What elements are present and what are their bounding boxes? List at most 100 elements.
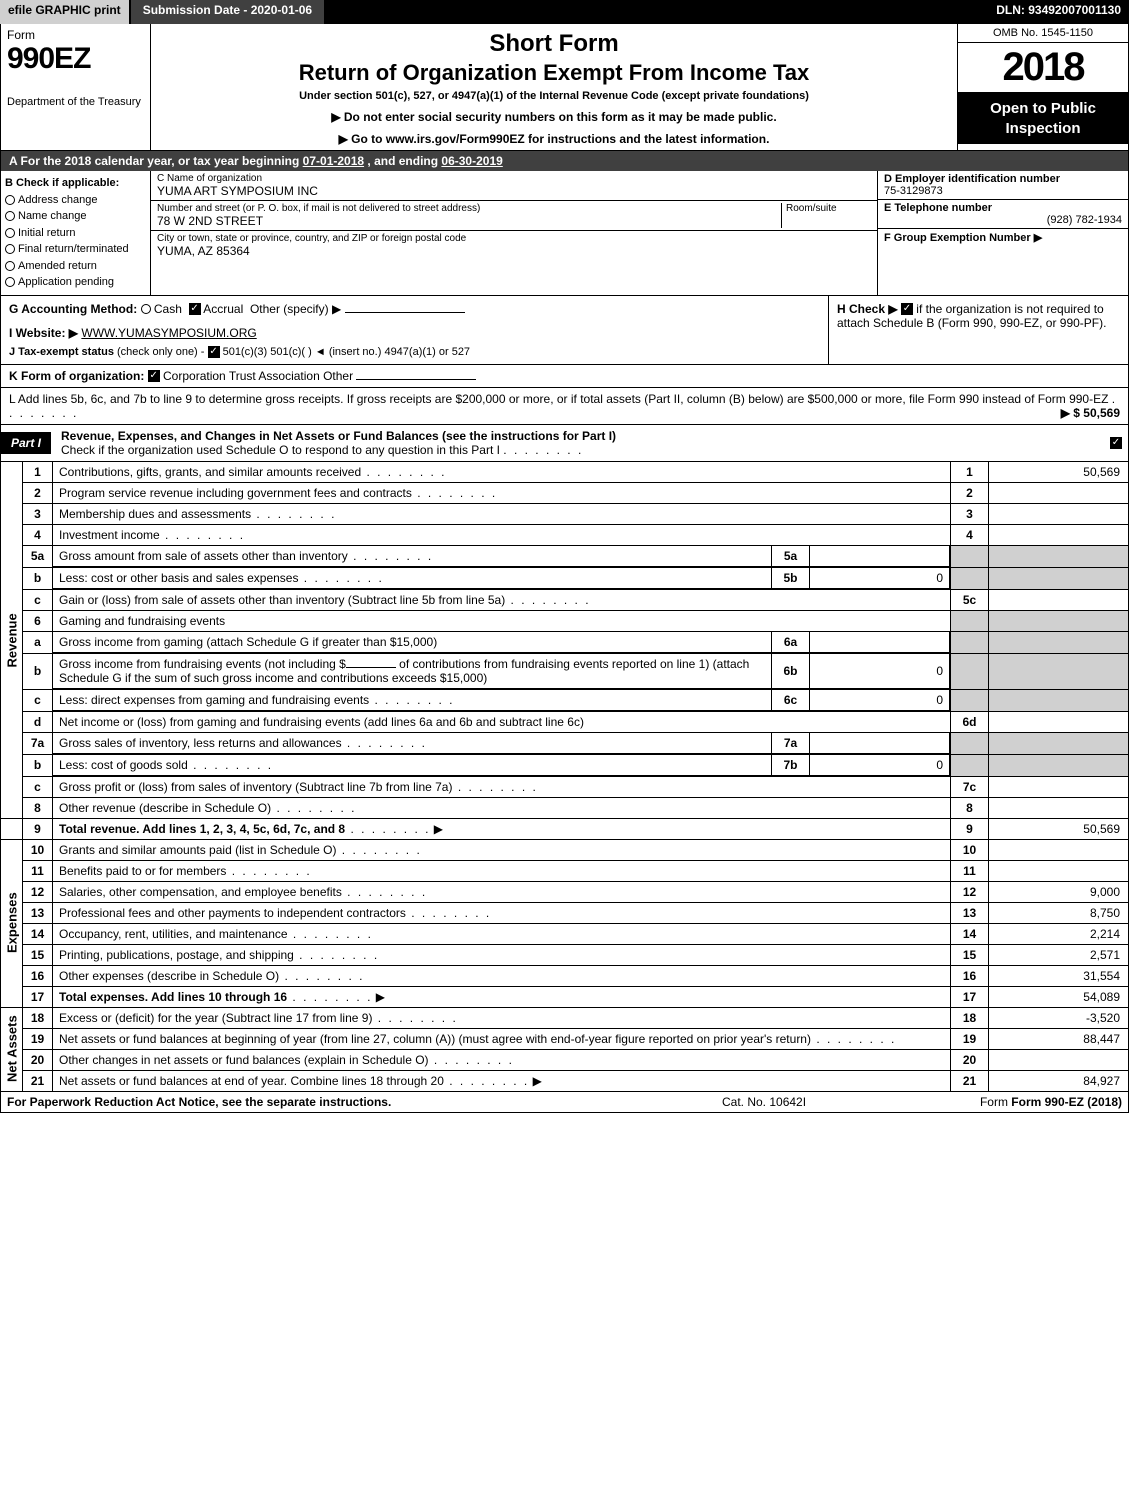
ssn-warning: ▶ Do not enter social security numbers o… bbox=[159, 110, 949, 124]
tel-value: (928) 782-1934 bbox=[884, 214, 1122, 226]
row-l: L Add lines 5b, 6c, and 7b to line 9 to … bbox=[0, 388, 1129, 425]
addr-value: 78 W 2ND STREET bbox=[157, 214, 781, 228]
part-i-checkbox[interactable]: ✓ bbox=[1110, 437, 1122, 449]
line-1-val: 50,569 bbox=[989, 462, 1129, 483]
tel-label: E Telephone number bbox=[884, 202, 1122, 214]
footer-right: Form Form 990-EZ (2018) bbox=[942, 1095, 1122, 1109]
line-6-desc: Gaming and fundraising events bbox=[53, 610, 951, 631]
line-16-desc: Other expenses (describe in Schedule O) bbox=[59, 969, 279, 983]
line-21-val: 84,927 bbox=[989, 1070, 1129, 1091]
period-row: A For the 2018 calendar year, or tax yea… bbox=[0, 151, 1129, 171]
footer-mid: Cat. No. 10642I bbox=[722, 1095, 942, 1109]
line-9-val: 50,569 bbox=[989, 818, 1129, 839]
row-l-text: L Add lines 5b, 6c, and 7b to line 9 to … bbox=[9, 392, 1108, 406]
line-12-desc: Salaries, other compensation, and employ… bbox=[59, 885, 342, 899]
line-7a-desc: Gross sales of inventory, less returns a… bbox=[59, 736, 342, 750]
chk-amended-return[interactable]: Amended return bbox=[18, 260, 97, 272]
line-1-num: 1 bbox=[23, 462, 53, 483]
goto-link[interactable]: ▶ Go to www.irs.gov/Form990EZ for instru… bbox=[159, 132, 949, 146]
addr-label: Number and street (or P. O. box, if mail… bbox=[157, 203, 781, 214]
under-section: Under section 501(c), 527, or 4947(a)(1)… bbox=[159, 90, 949, 102]
submission-date: Submission Date - 2020-01-06 bbox=[131, 0, 326, 24]
org-form-label: K Form of organization: bbox=[9, 369, 144, 383]
corp-checkbox[interactable]: ✓ bbox=[148, 370, 160, 382]
line-19-val: 88,447 bbox=[989, 1028, 1129, 1049]
open-public: Open to Public Inspection bbox=[958, 93, 1128, 144]
line-20-desc: Other changes in net assets or fund bala… bbox=[59, 1053, 429, 1067]
line-10-desc: Grants and similar amounts paid (list in… bbox=[59, 843, 336, 857]
line-7c-desc: Gross profit or (loss) from sales of inv… bbox=[59, 780, 452, 794]
line-14-val: 2,214 bbox=[989, 923, 1129, 944]
form-title: Short Form bbox=[159, 30, 949, 58]
line-7b-val: 0 bbox=[810, 755, 950, 776]
part-i-title: Revenue, Expenses, and Changes in Net As… bbox=[61, 429, 1100, 443]
box-def: D Employer identification number 75-3129… bbox=[878, 171, 1128, 295]
omb-number: OMB No. 1545-1150 bbox=[958, 24, 1128, 43]
line-13-val: 8,750 bbox=[989, 902, 1129, 923]
line-8-desc: Other revenue (describe in Schedule O) bbox=[59, 801, 271, 815]
form-header: Form 990EZ Department of the Treasury Sh… bbox=[0, 24, 1129, 151]
line-15-desc: Printing, publications, postage, and shi… bbox=[59, 948, 294, 962]
website-value[interactable]: WWW.YUMASYMPOSIUM.ORG bbox=[81, 326, 256, 340]
part-i-table: Revenue 1 Contributions, gifts, grants, … bbox=[0, 462, 1129, 1092]
chk-app-pending[interactable]: Application pending bbox=[18, 276, 114, 288]
chk-final-return[interactable]: Final return/terminated bbox=[18, 243, 129, 255]
chk-initial-return[interactable]: Initial return bbox=[18, 227, 75, 239]
line-5b-val: 0 bbox=[810, 568, 950, 589]
city-label: City or town, state or province, country… bbox=[157, 233, 871, 244]
line-17-desc: Total expenses. Add lines 10 through 16 bbox=[59, 990, 287, 1004]
row-k: K Form of organization: ✓ Corporation Tr… bbox=[0, 365, 1129, 388]
org-name: YUMA ART SYMPOSIUM INC bbox=[157, 184, 871, 198]
line-5a-val bbox=[810, 546, 950, 567]
top-bar: efile GRAPHIC print Submission Date - 20… bbox=[0, 0, 1129, 24]
accounting-label: G Accounting Method: bbox=[9, 302, 137, 316]
tax-year: 2018 bbox=[958, 43, 1128, 93]
form-subtitle: Return of Organization Exempt From Incom… bbox=[159, 60, 949, 86]
form-label: Form bbox=[7, 28, 144, 42]
box-b: B Check if applicable: Address change Na… bbox=[1, 171, 151, 295]
line-5c-desc: Gain or (loss) from sale of assets other… bbox=[59, 593, 505, 607]
line-15-val: 2,571 bbox=[989, 944, 1129, 965]
h-label: H Check ▶ bbox=[837, 302, 898, 316]
website-label: I Website: ▶ bbox=[9, 326, 78, 340]
part-i-checkline: Check if the organization used Schedule … bbox=[61, 443, 500, 457]
expenses-side-label: Expenses bbox=[1, 839, 23, 1007]
line-5b-desc: Less: cost or other basis and sales expe… bbox=[59, 571, 298, 585]
line-13-desc: Professional fees and other payments to … bbox=[59, 906, 406, 920]
box-b-label: B Check if applicable: bbox=[5, 175, 146, 192]
efile-label: efile GRAPHIC print bbox=[0, 0, 131, 24]
ein-label: D Employer identification number bbox=[884, 173, 1122, 185]
period-prefix: A For the 2018 calendar year, or tax yea… bbox=[9, 154, 303, 168]
footer-left: For Paperwork Reduction Act Notice, see … bbox=[7, 1095, 722, 1109]
line-3-desc: Membership dues and assessments bbox=[59, 507, 251, 521]
line-21-desc: Net assets or fund balances at end of ye… bbox=[59, 1074, 444, 1088]
part-i-header: Part I Revenue, Expenses, and Changes in… bbox=[0, 425, 1129, 462]
line-6a-desc: Gross income from gaming (attach Schedul… bbox=[59, 635, 437, 649]
line-6d-desc: Net income or (loss) from gaming and fun… bbox=[59, 715, 584, 729]
line-17-val: 54,089 bbox=[989, 986, 1129, 1007]
line-9-desc: Total revenue. Add lines 1, 2, 3, 4, 5c,… bbox=[59, 822, 345, 836]
501c3-checkbox[interactable]: ✓ bbox=[208, 346, 220, 358]
line-4-desc: Investment income bbox=[59, 528, 160, 542]
dln-label: DLN: 93492007001130 bbox=[988, 0, 1129, 24]
city-value: YUMA, AZ 85364 bbox=[157, 244, 871, 258]
org-name-label: C Name of organization bbox=[157, 173, 871, 184]
chk-address-change[interactable]: Address change bbox=[18, 194, 98, 206]
tax-exempt-label: J Tax-exempt status bbox=[9, 346, 114, 358]
line-5a-desc: Gross amount from sale of assets other t… bbox=[59, 549, 348, 563]
line-6c-desc: Less: direct expenses from gaming and fu… bbox=[59, 693, 369, 707]
line-12-val: 9,000 bbox=[989, 881, 1129, 902]
h-checkbox[interactable]: ✓ bbox=[901, 303, 913, 315]
chk-name-change[interactable]: Name change bbox=[18, 210, 87, 222]
line-2-val bbox=[989, 482, 1129, 503]
line-19-desc: Net assets or fund balances at beginning… bbox=[59, 1032, 811, 1046]
group-label: F Group Exemption Number ▶ bbox=[884, 232, 1042, 244]
netassets-side-label: Net Assets bbox=[1, 1007, 23, 1091]
form-code: 990EZ bbox=[7, 42, 144, 76]
line-11-desc: Benefits paid to or for members bbox=[59, 864, 226, 878]
line-16-val: 31,554 bbox=[989, 965, 1129, 986]
revenue-side-label: Revenue bbox=[1, 462, 23, 819]
page-footer: For Paperwork Reduction Act Notice, see … bbox=[0, 1092, 1129, 1113]
accrual-radio[interactable]: ✓ bbox=[189, 303, 201, 315]
cash-radio[interactable] bbox=[141, 304, 151, 314]
